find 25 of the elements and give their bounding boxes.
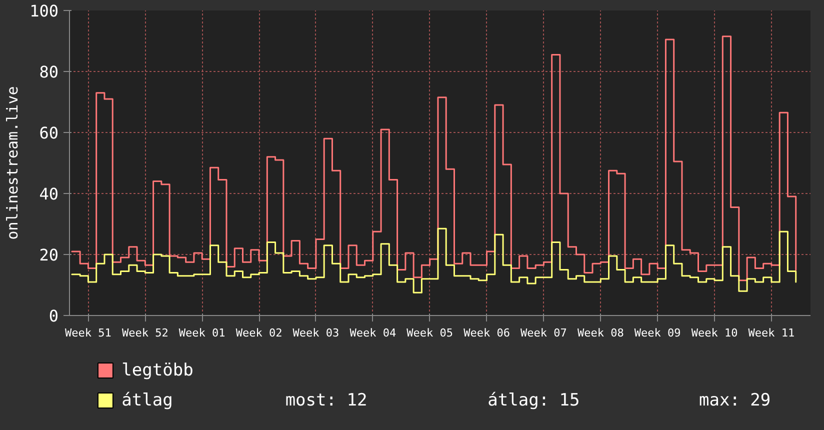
y-tick-label: 20 bbox=[39, 246, 58, 264]
x-tick-label: Week 09 bbox=[634, 326, 681, 340]
y-tick-label: 100 bbox=[30, 2, 59, 20]
x-tick-label: Week 02 bbox=[236, 326, 282, 340]
text: most: 12 bbox=[285, 390, 368, 410]
x-tick-label: Week 08 bbox=[577, 326, 624, 340]
x-tick-label: Week 06 bbox=[464, 326, 510, 340]
x-tick-label: Week 11 bbox=[748, 326, 795, 340]
y-tick-label: 80 bbox=[39, 62, 58, 82]
x-tick-label: Week 52 bbox=[122, 326, 168, 340]
y-tick-label: 0 bbox=[48, 306, 59, 326]
x-tick-label: Week 01 bbox=[178, 326, 226, 340]
x-tick-label: Week 10 bbox=[691, 326, 738, 340]
x-tick-label: Week 03 bbox=[292, 326, 340, 340]
text: átlag: 15 bbox=[488, 390, 580, 410]
y-axis-title: onlinestream.live bbox=[4, 86, 22, 240]
x-tick-label: Week 51 bbox=[65, 326, 112, 340]
y-tick-label: 40 bbox=[39, 184, 58, 204]
text: max: 29 bbox=[698, 390, 771, 410]
x-tick-label: Week 04 bbox=[350, 326, 396, 340]
x-tick-label: Week 07 bbox=[520, 326, 567, 340]
y-tick-label: 60 bbox=[39, 124, 58, 142]
x-tick-label: Week 05 bbox=[406, 326, 454, 340]
legend-label: átlag bbox=[122, 390, 173, 410]
legend-label: legtöbb bbox=[122, 360, 194, 380]
